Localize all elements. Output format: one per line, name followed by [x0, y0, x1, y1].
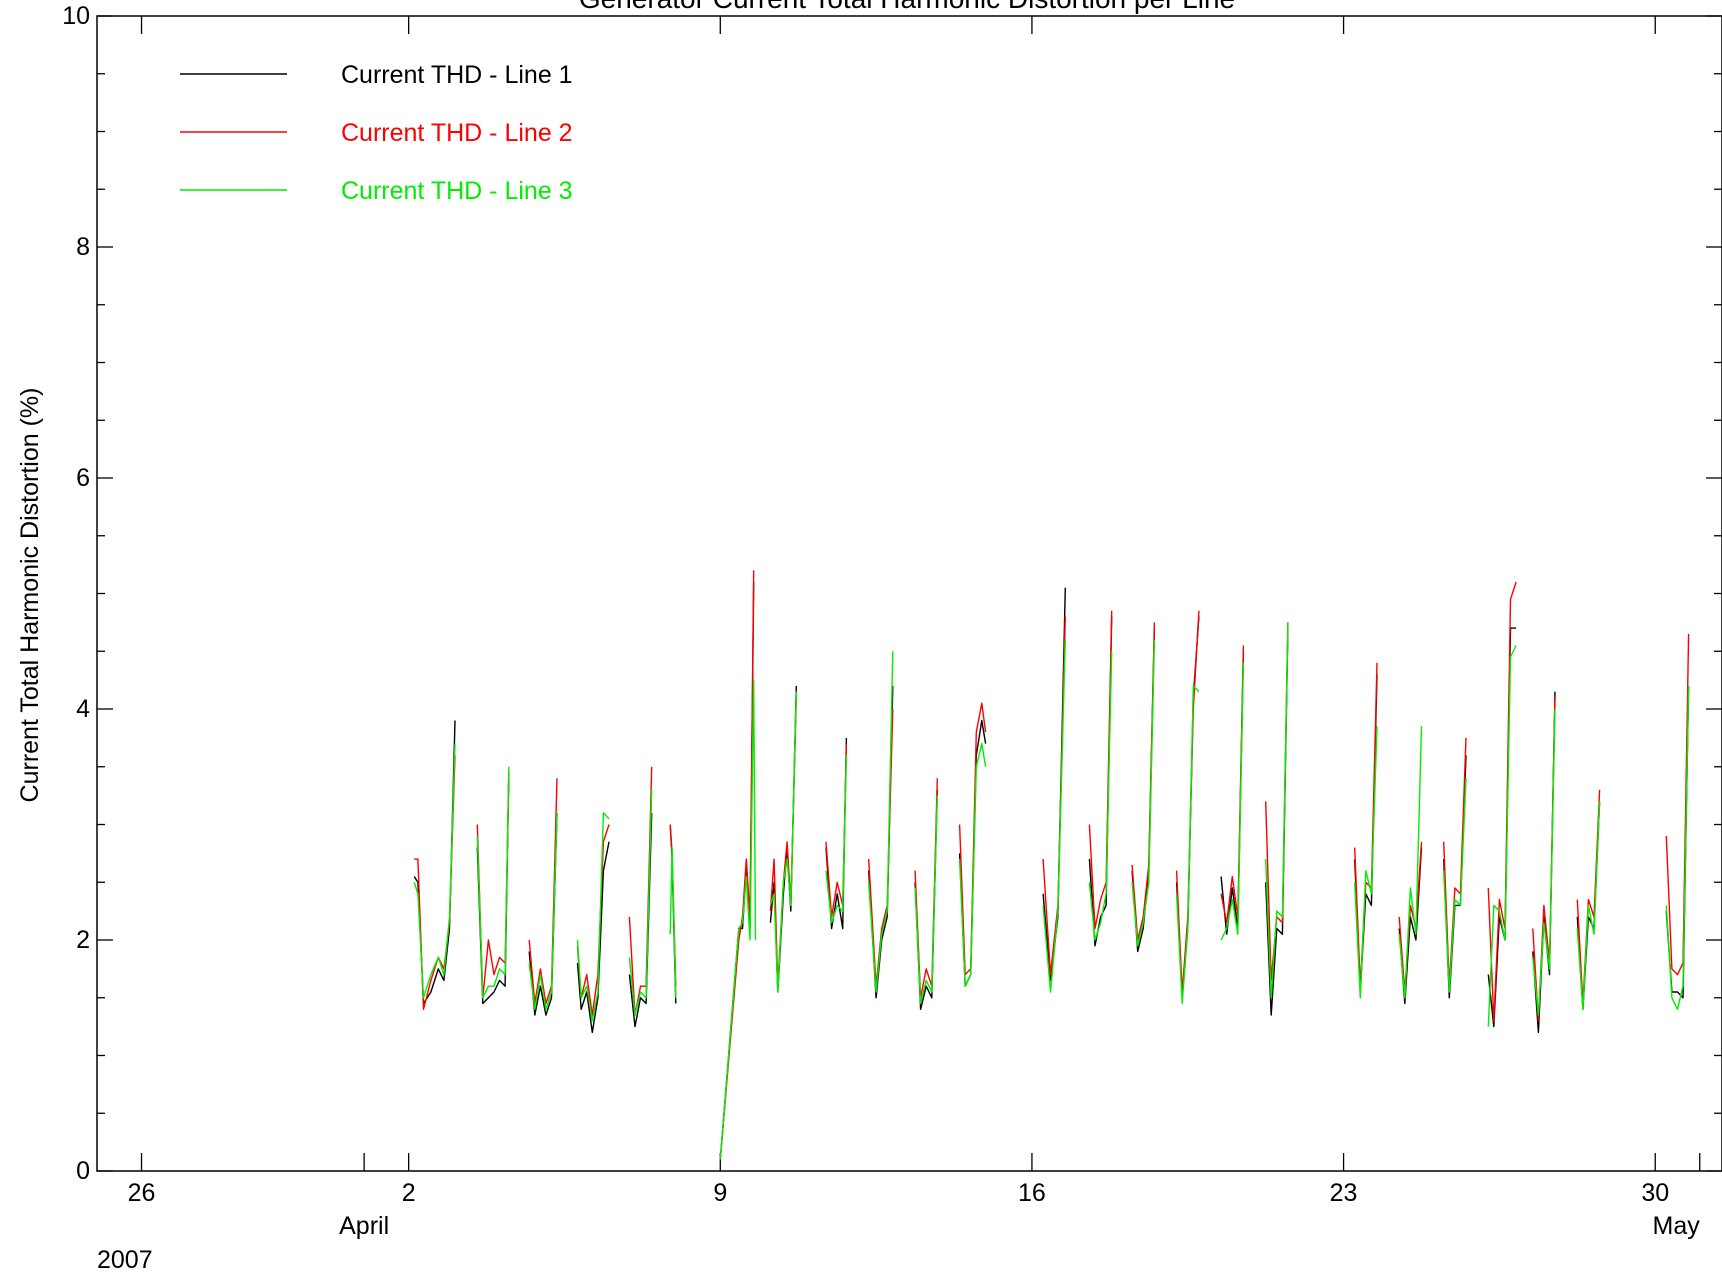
- x-tick-label: 2: [402, 1179, 416, 1207]
- series-segment: [1175, 685, 1200, 1005]
- series-segment: [1398, 841, 1423, 993]
- series-segment: [1487, 581, 1517, 1022]
- series-segment: [1665, 633, 1690, 976]
- series-segment: [414, 755, 456, 1010]
- series-segment: [719, 679, 757, 1160]
- series-segment: [628, 789, 653, 1016]
- legend-label: Current THD - Line 1: [341, 61, 573, 89]
- series-segment: [669, 846, 677, 998]
- series-segment: [868, 651, 894, 993]
- series-segment: [1576, 801, 1601, 1010]
- y-tick-label: 4: [76, 695, 90, 723]
- series-segment: [1220, 645, 1245, 924]
- x-tick-label: 16: [1018, 1179, 1046, 1207]
- series-segment: [958, 742, 987, 987]
- series-line-2: [414, 570, 1690, 1160]
- series-segment: [1443, 755, 1467, 999]
- series-segment: [1487, 627, 1517, 1028]
- series-segment: [1532, 708, 1556, 1016]
- series-segment: [476, 766, 510, 999]
- series-segment: [914, 795, 938, 1005]
- chart-title: Generator Current Total Harmonic Distort…: [579, 0, 1235, 14]
- y-axis-title: Current Total Harmonic Distortion (%): [16, 388, 44, 803]
- x-tick-label: 26: [128, 1179, 156, 1207]
- legend-label: Current THD - Line 3: [341, 177, 573, 205]
- series-segment: [1354, 726, 1378, 999]
- x-tick-label: 23: [1330, 1179, 1358, 1207]
- y-tick-label: 6: [76, 464, 90, 492]
- series-segment: [769, 691, 797, 993]
- series-segment: [719, 570, 755, 1160]
- series-segment: [413, 720, 456, 1005]
- series-segment: [576, 841, 610, 1034]
- series-segment: [1487, 645, 1517, 1027]
- y-tick-label: 8: [76, 233, 90, 261]
- series-segment: [1443, 778, 1467, 993]
- x-axis: 26 2 9 16 23 30 April May: [128, 16, 1701, 1240]
- y-axis: 0 2 4 6 8 10: [62, 2, 1722, 1185]
- series-segment: [1665, 685, 1690, 1010]
- series-segment: [719, 581, 755, 1160]
- series-segment: [413, 743, 456, 999]
- series-segment: [576, 824, 610, 1016]
- y-tick-label: 0: [76, 1157, 90, 1185]
- x-tick-label: 9: [713, 1179, 727, 1207]
- series-segment: [1398, 726, 1423, 999]
- series-line-1: [413, 581, 1690, 1160]
- series-segment: [1042, 616, 1066, 976]
- y-tick-label: 2: [76, 926, 90, 954]
- series-segment: [1042, 639, 1066, 993]
- series-segment: [476, 772, 510, 1005]
- series-segment: [528, 812, 558, 1010]
- series-segment: [1088, 651, 1113, 941]
- series-segment: [1265, 622, 1289, 999]
- legend-label: Current THD - Line 2: [341, 119, 573, 147]
- series-line-3: [413, 622, 1690, 1160]
- series-segment: [825, 755, 848, 924]
- x-period-label: May: [1653, 1212, 1701, 1240]
- y-tick-label: 10: [62, 2, 90, 30]
- series-segment: [1220, 662, 1245, 941]
- series-segment: [576, 812, 610, 1022]
- x-year-label: 2007: [97, 1246, 153, 1274]
- x-period-label: April: [339, 1212, 389, 1240]
- legend: Current THD - Line 1 Current THD - Line 2…: [180, 61, 573, 205]
- x-tick-label: 30: [1641, 1179, 1669, 1207]
- series-group: [413, 570, 1690, 1160]
- series-segment: [1131, 639, 1156, 947]
